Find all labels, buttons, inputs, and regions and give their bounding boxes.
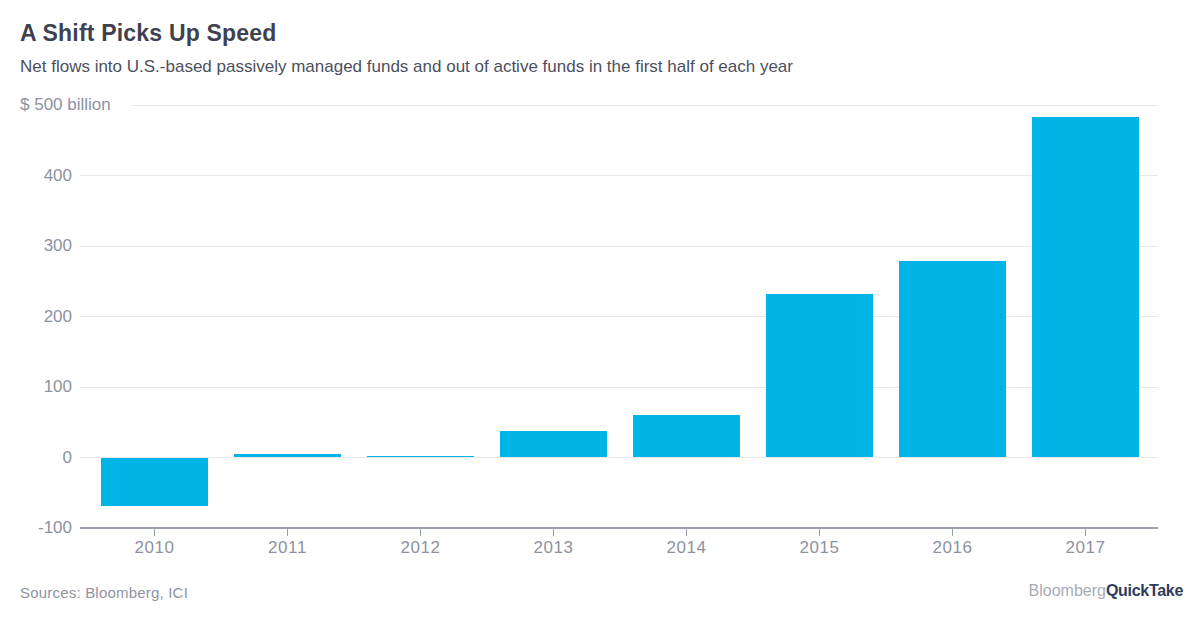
x-axis-tick bbox=[420, 529, 421, 536]
x-axis-tick bbox=[952, 529, 953, 536]
x-axis-label: 2014 bbox=[642, 538, 732, 558]
y-axis-tick-label: 400 bbox=[0, 166, 72, 186]
x-axis-tick bbox=[686, 529, 687, 536]
bar-2012 bbox=[367, 456, 474, 457]
x-axis-label: 2013 bbox=[509, 538, 599, 558]
y-axis-tick-label: 100 bbox=[0, 377, 72, 397]
brand-logo: BloombergQuickTake bbox=[1029, 582, 1183, 600]
x-axis-label: 2012 bbox=[376, 538, 466, 558]
x-axis-label: 2011 bbox=[243, 538, 333, 558]
bar-2011 bbox=[234, 454, 341, 458]
x-axis-tick bbox=[1085, 529, 1086, 536]
x-axis-label: 2016 bbox=[908, 538, 998, 558]
x-axis-tick bbox=[819, 529, 820, 536]
x-axis-label: 2017 bbox=[1041, 538, 1131, 558]
x-axis-label: 2010 bbox=[110, 538, 200, 558]
bar-2017 bbox=[1032, 117, 1139, 458]
gridline bbox=[80, 175, 1158, 176]
x-axis-tick bbox=[154, 529, 155, 536]
brand-logo-quicktake: QuickTake bbox=[1106, 582, 1183, 599]
x-axis-tick bbox=[287, 529, 288, 536]
x-axis-line bbox=[80, 527, 1158, 529]
y-axis-tick-label: 0 bbox=[0, 448, 72, 468]
chart-subtitle: Net flows into U.S.-based passively mana… bbox=[20, 57, 793, 77]
y-axis-tick-label: 300 bbox=[0, 236, 72, 256]
y-axis-tick-label: -100 bbox=[0, 518, 72, 538]
x-axis-label: 2015 bbox=[775, 538, 865, 558]
x-axis-tick bbox=[553, 529, 554, 536]
bar-2015 bbox=[766, 294, 873, 458]
gridline bbox=[80, 246, 1158, 247]
chart-canvas: A Shift Picks Up Speed Net flows into U.… bbox=[0, 0, 1200, 618]
bar-2013 bbox=[500, 431, 607, 458]
bar-2016 bbox=[899, 261, 1006, 458]
bar-2010 bbox=[101, 458, 208, 507]
gridline bbox=[132, 105, 1158, 106]
y-axis-tick-label: 200 bbox=[0, 307, 72, 327]
source-text: Sources: Bloomberg, ICI bbox=[20, 584, 188, 601]
bar-2014 bbox=[633, 415, 740, 457]
chart-title: A Shift Picks Up Speed bbox=[20, 20, 277, 47]
brand-logo-bloomberg: Bloomberg bbox=[1029, 582, 1106, 599]
y-axis-tick-label: $ 500 billion bbox=[20, 95, 111, 115]
